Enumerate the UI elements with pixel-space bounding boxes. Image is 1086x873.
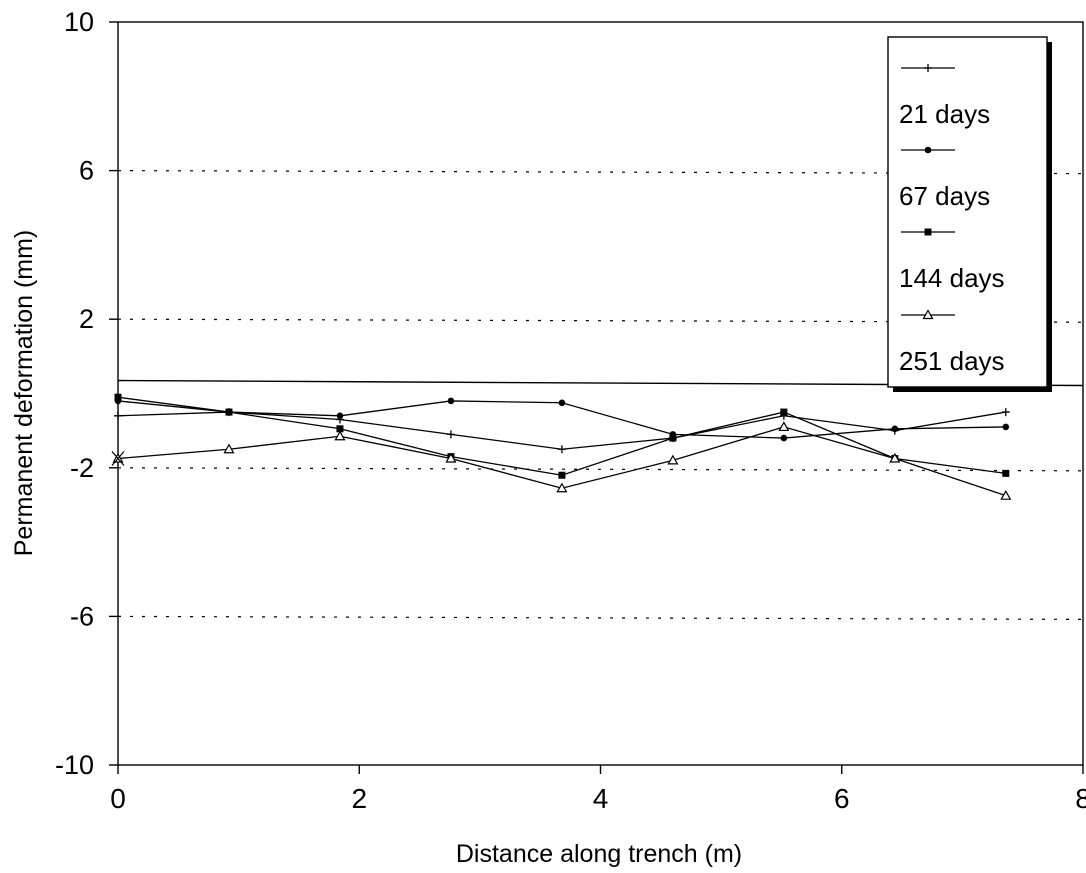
x-tick-label: 0 bbox=[110, 783, 126, 814]
square-marker bbox=[225, 408, 233, 416]
plus-marker bbox=[446, 430, 455, 439]
square-marker bbox=[669, 434, 677, 442]
axis-ticks: 10 6 2 -2 -6 -10 0 2 4 6 8 bbox=[55, 7, 1086, 814]
square-marker bbox=[1002, 469, 1010, 477]
triangle-marker bbox=[556, 482, 568, 493]
y-tick-label: -6 bbox=[70, 601, 94, 631]
square-marker bbox=[924, 228, 932, 236]
triangle-marker bbox=[445, 452, 457, 463]
series-251-days bbox=[112, 421, 1012, 500]
circle-marker bbox=[558, 399, 566, 407]
square-marker bbox=[114, 393, 122, 401]
plus-marker bbox=[114, 411, 122, 420]
circle-marker bbox=[780, 434, 788, 442]
circle-marker bbox=[891, 425, 899, 433]
y-gridline bbox=[117, 467, 1084, 472]
triangle-marker bbox=[889, 452, 901, 463]
y-tick-label: 2 bbox=[79, 304, 94, 334]
plus-marker bbox=[1001, 408, 1010, 417]
plus-marker bbox=[924, 64, 932, 72]
x-tick-label: 4 bbox=[593, 783, 609, 814]
circle-marker bbox=[336, 412, 344, 420]
series-line bbox=[117, 400, 1006, 439]
triangle-marker bbox=[667, 454, 679, 465]
x-tick-label: 2 bbox=[351, 783, 367, 814]
legend-label: 21 days bbox=[899, 99, 990, 129]
triangle-marker bbox=[778, 421, 790, 432]
circle-marker bbox=[1002, 423, 1010, 431]
square-marker bbox=[780, 408, 788, 416]
x-axis-label: Distance along trench (m) bbox=[456, 840, 742, 868]
y-axis-label: Permanent deformation (mm) bbox=[10, 230, 38, 557]
y-tick-label: -2 bbox=[70, 453, 94, 483]
square-marker bbox=[558, 471, 566, 479]
plus-marker bbox=[557, 445, 566, 454]
triangle-marker bbox=[1000, 489, 1012, 500]
y-tick-label: -10 bbox=[55, 750, 94, 780]
triangle-marker bbox=[922, 309, 934, 320]
series-67-days bbox=[114, 397, 1010, 442]
legend-label: 251 days bbox=[899, 346, 1005, 376]
x-tick-label: 6 bbox=[834, 783, 850, 814]
series-line bbox=[117, 396, 1006, 476]
triangle-marker bbox=[223, 443, 235, 454]
x-tick-label: 8 bbox=[1075, 783, 1086, 814]
circle-marker bbox=[924, 146, 932, 154]
triangle-marker bbox=[334, 430, 346, 441]
series-144-days bbox=[114, 393, 1010, 479]
series-group bbox=[111, 393, 1012, 500]
axis-endpoint-cross bbox=[111, 451, 125, 466]
legend: 21 days 67 days 144 days 251 days bbox=[887, 36, 1052, 392]
y-tick-label: 6 bbox=[79, 156, 94, 186]
square-marker bbox=[336, 425, 344, 433]
legend-box bbox=[887, 36, 1048, 388]
y-tick-label: 10 bbox=[64, 7, 94, 37]
y-gridline bbox=[117, 615, 1084, 621]
circle-marker bbox=[447, 397, 455, 405]
legend-label: 144 days bbox=[899, 263, 1005, 293]
legend-label: 67 days bbox=[899, 181, 990, 211]
